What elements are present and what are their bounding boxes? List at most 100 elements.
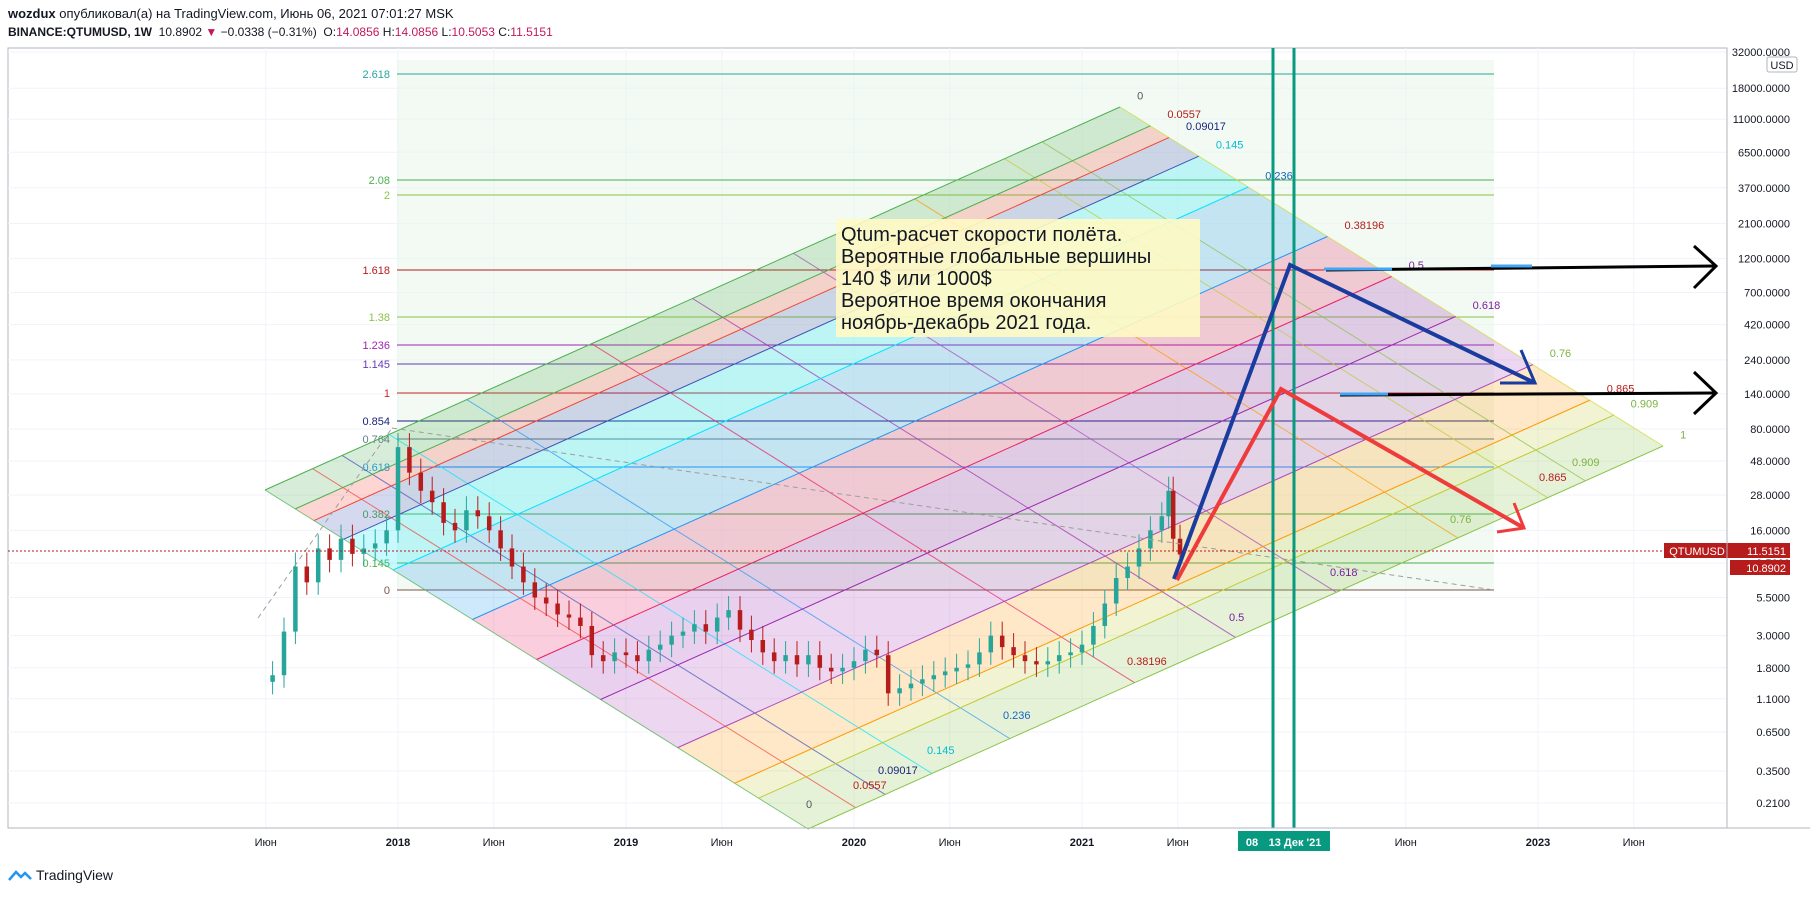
y-tick-label: 48.0000 xyxy=(1750,456,1790,468)
fib-level-label: 2.08 xyxy=(369,175,390,187)
candle-body xyxy=(578,617,583,626)
last-price-label: 11.5151 xyxy=(1747,546,1786,558)
y-tick-label: 0.3500 xyxy=(1756,766,1790,778)
annotation-text-line: ноябрь-декабрь 2021 года. xyxy=(841,312,1091,334)
candle-body xyxy=(1045,661,1051,665)
candle-body xyxy=(509,548,515,567)
fan-label-bottom: 0.76 xyxy=(1450,514,1471,526)
symbol-price-tag xyxy=(1664,543,1730,558)
candle-body xyxy=(908,683,914,689)
fan-level-line xyxy=(295,125,1151,510)
candle-body xyxy=(1136,548,1142,567)
fib-level-label: 0.145 xyxy=(362,558,390,570)
x-tick-label: Июн xyxy=(711,837,733,849)
y-tick-label: 16.0000 xyxy=(1750,525,1790,537)
candle-body xyxy=(1091,625,1096,645)
publish-text: опубликовал(а) на TradingView.com, Июнь … xyxy=(59,6,454,21)
candle-body xyxy=(281,631,287,676)
footer: TradingView xyxy=(8,867,113,883)
candle-body xyxy=(327,548,332,560)
symbol-name-label: QTUMUSD xyxy=(1669,546,1725,558)
candle-body xyxy=(1166,490,1171,517)
fib-level-label: 1.38 xyxy=(369,312,390,324)
fan-level-line xyxy=(807,445,1664,830)
currency-badge xyxy=(1766,56,1798,73)
symbol-legend: BINANCE:QTUMUSD, 1W 10.8902 ▼ −0.0338 (−… xyxy=(8,25,553,39)
y-tick-label: 6500.0000 xyxy=(1738,147,1790,159)
candle-body xyxy=(840,667,845,672)
candle-body xyxy=(270,675,275,682)
candle-body xyxy=(555,603,560,615)
candle-body xyxy=(1125,566,1130,578)
candle-body xyxy=(1177,538,1183,555)
candle-body xyxy=(1011,647,1016,656)
footer-brand[interactable]: TradingView xyxy=(36,867,114,883)
candle-body xyxy=(1102,603,1108,626)
tradingview-logo-icon xyxy=(8,870,32,881)
fan-label-right: 0.909 xyxy=(1631,398,1659,410)
fib-level-label: 1.145 xyxy=(362,359,390,371)
candle-body xyxy=(885,655,891,694)
annotation-box xyxy=(836,219,1200,337)
fib-level-label: 1 xyxy=(384,388,390,400)
candle-body xyxy=(988,635,994,653)
candle-body xyxy=(543,597,549,604)
candle-body xyxy=(521,566,526,583)
candle-body xyxy=(806,655,811,665)
candle-body xyxy=(407,447,412,473)
candle-body xyxy=(771,652,777,662)
fan-label-right: 0.236 xyxy=(1265,170,1293,182)
fan-level-line xyxy=(600,316,1456,700)
candle-body xyxy=(464,510,469,531)
candle-body xyxy=(999,635,1005,648)
fan-level-line xyxy=(734,399,1590,784)
last-price-tag xyxy=(1730,543,1790,558)
y-tick-label: 2100.0000 xyxy=(1738,218,1790,230)
fan-level-line xyxy=(536,276,1392,660)
candle-body xyxy=(863,649,868,662)
candle-body xyxy=(703,624,709,632)
x-tick-label: Июн xyxy=(1395,837,1417,849)
open-label: O: xyxy=(323,25,337,39)
range-start-label: 08 xyxy=(1246,837,1258,849)
fan-label-bottom: 0.38196 xyxy=(1127,656,1167,668)
candle-body xyxy=(920,679,925,684)
candle-body xyxy=(1159,516,1165,531)
fan-label-bottom: 0.865 xyxy=(1539,472,1567,484)
low-label: L: xyxy=(441,25,452,39)
y-tick-label: 11000.0000 xyxy=(1733,114,1790,126)
low-value: 10.5053 xyxy=(451,25,495,39)
red-arrow-head xyxy=(1496,502,1527,534)
x-tick-label: Июн xyxy=(939,837,961,849)
y-tick-label: 1.8000 xyxy=(1756,663,1790,675)
fan-label-right: 0.09017 xyxy=(1186,121,1226,133)
y-tick-label: 240.0000 xyxy=(1744,355,1790,367)
candle-body xyxy=(977,652,982,665)
candle-body xyxy=(612,652,617,662)
candle-body xyxy=(395,447,401,531)
x-tick-label: 2018 xyxy=(386,837,410,849)
author-name[interactable]: wozdux xyxy=(8,6,56,21)
candle-body xyxy=(646,649,652,662)
y-tick-label: 3700.0000 xyxy=(1738,183,1790,195)
fan-label-bottom: 0.5 xyxy=(1229,612,1244,624)
y-tick-label: 0.6500 xyxy=(1756,727,1790,739)
fan-label-right: 0.76 xyxy=(1550,348,1571,360)
annotation-text-line: Вероятные глобальные вершины xyxy=(841,246,1151,268)
y-tick-label: 0.2100 xyxy=(1756,798,1790,810)
fan-level-line xyxy=(313,137,1170,522)
candle-body xyxy=(1068,652,1073,656)
candle-body xyxy=(817,655,823,668)
candle-body xyxy=(589,625,595,656)
candle-body xyxy=(1022,655,1028,662)
y-tick-label: 700.0000 xyxy=(1744,288,1790,300)
candle-body xyxy=(532,582,538,598)
price-change: −0.0338 (−0.31%) xyxy=(220,25,317,39)
x-tick-label: 2021 xyxy=(1070,837,1094,849)
annotation-text-line: Qtum-расчет скорости полёта. xyxy=(841,224,1122,246)
candle-body xyxy=(783,655,788,662)
candle-body xyxy=(384,530,389,544)
y-tick-label: 80.0000 xyxy=(1750,424,1790,436)
x-tick-label: Июн xyxy=(1623,837,1645,849)
